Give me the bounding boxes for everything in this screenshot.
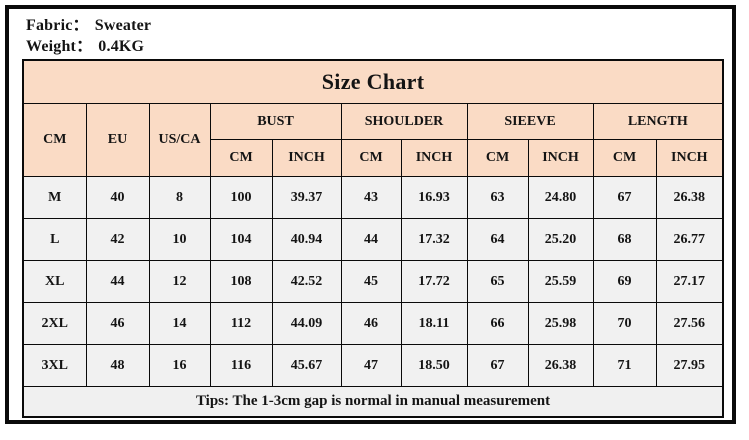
group-header-shoulder: SHOULDER xyxy=(340,103,468,140)
usca-cell: 10 xyxy=(148,218,211,261)
tips-row: Tips: The 1-3cm gap is normal in manual … xyxy=(22,386,724,418)
shoulder-cm-cell: 44 xyxy=(340,218,402,261)
length-inch-cell: 27.17 xyxy=(655,260,724,303)
size-cell: L xyxy=(22,218,87,261)
shoulder-inch-cell: 17.32 xyxy=(400,218,468,261)
table-subheader-row: CM INCH CM INCH CM INCH CM INCH xyxy=(23,139,724,177)
length-cm-cell: 70 xyxy=(592,302,657,345)
bust-inch-cell: 44.09 xyxy=(271,302,342,345)
eu-cell: 40 xyxy=(85,176,150,219)
subheader-shoulder-cm: CM xyxy=(340,139,402,177)
size-cell: M xyxy=(22,176,87,219)
eu-cell: 48 xyxy=(85,344,150,387)
fabric-line: Fabric： Sweater xyxy=(26,15,732,36)
column-header-eu: EU xyxy=(85,103,150,177)
sleeve-inch-cell: 26.38 xyxy=(527,344,594,387)
shoulder-cm-cell: 45 xyxy=(340,260,402,303)
group-header-sleeve: SIEEVE xyxy=(466,103,594,140)
size-chart-table: Size Chart CM EU US/CA BUST SHOULDER SIE… xyxy=(22,59,725,418)
fabric-value: Sweater xyxy=(94,17,152,34)
table-row-l: L 42 10 104 40.94 44 17.32 64 25.20 68 2… xyxy=(22,218,724,261)
bust-inch-cell: 39.37 xyxy=(271,176,342,219)
bust-inch-cell: 42.52 xyxy=(271,260,342,303)
sleeve-cm-cell: 64 xyxy=(466,218,529,261)
shoulder-inch-cell: 17.72 xyxy=(400,260,468,303)
eu-cell: 46 xyxy=(85,302,150,345)
shoulder-cm-cell: 47 xyxy=(340,344,402,387)
size-cell: 2XL xyxy=(22,302,87,345)
bust-cm-cell: 112 xyxy=(209,302,273,345)
shoulder-cm-cell: 43 xyxy=(340,176,402,219)
shoulder-inch-cell: 18.50 xyxy=(400,344,468,387)
weight-label: Weight： xyxy=(26,38,93,55)
sleeve-inch-cell: 25.59 xyxy=(527,260,594,303)
subheader-length-inch: INCH xyxy=(655,139,724,177)
bust-inch-cell: 45.67 xyxy=(271,344,342,387)
product-meta: Fabric： Sweater Weight： 0.4KG xyxy=(9,9,732,57)
table-row-m: M 40 8 100 39.37 43 16.93 63 24.80 67 26… xyxy=(22,176,724,219)
size-cell: 3XL xyxy=(22,344,87,387)
usca-cell: 14 xyxy=(148,302,211,345)
length-inch-cell: 26.38 xyxy=(655,176,724,219)
subheader-shoulder-inch: INCH xyxy=(400,139,468,177)
usca-cell: 12 xyxy=(148,260,211,303)
sleeve-inch-cell: 25.20 xyxy=(527,218,594,261)
column-header-usca: US/CA xyxy=(148,103,211,177)
bust-cm-cell: 104 xyxy=(209,218,273,261)
sleeve-inch-cell: 24.80 xyxy=(527,176,594,219)
usca-cell: 8 xyxy=(148,176,211,219)
bust-cm-cell: 108 xyxy=(209,260,273,303)
outer-frame: Fabric： Sweater Weight： 0.4KG Size Chart C… xyxy=(5,5,736,424)
length-inch-cell: 26.77 xyxy=(655,218,724,261)
length-cm-cell: 68 xyxy=(592,218,657,261)
eu-cell: 44 xyxy=(85,260,150,303)
table-title-row: Size Chart xyxy=(22,59,724,104)
table-title: Size Chart xyxy=(22,59,724,104)
subheader-bust-cm: CM xyxy=(209,139,273,177)
tips-text: Tips: The 1-3cm gap is normal in manual … xyxy=(22,386,724,418)
table-group-header-row: CM EU US/CA BUST SHOULDER SIEEVE LENGTH xyxy=(22,103,724,177)
group-header-bust: BUST xyxy=(209,103,342,140)
subheader-length-cm: CM xyxy=(592,139,657,177)
fabric-label: Fabric： xyxy=(26,17,89,34)
size-cell: XL xyxy=(22,260,87,303)
sleeve-cm-cell: 67 xyxy=(466,344,529,387)
sleeve-inch-cell: 25.98 xyxy=(527,302,594,345)
eu-cell: 42 xyxy=(85,218,150,261)
table-row-3xl: 3XL 48 16 116 45.67 47 18.50 67 26.38 71… xyxy=(22,344,724,387)
sleeve-cm-cell: 65 xyxy=(466,260,529,303)
table-row-xl: XL 44 12 108 42.52 45 17.72 65 25.59 69 … xyxy=(22,260,724,303)
length-inch-cell: 27.95 xyxy=(655,344,724,387)
shoulder-inch-cell: 18.11 xyxy=(400,302,468,345)
shoulder-cm-cell: 46 xyxy=(340,302,402,345)
subheader-bust-inch: INCH xyxy=(271,139,342,177)
length-cm-cell: 67 xyxy=(592,176,657,219)
sleeve-cm-cell: 63 xyxy=(466,176,529,219)
length-inch-cell: 27.56 xyxy=(655,302,724,345)
bust-cm-cell: 116 xyxy=(209,344,273,387)
weight-value: 0.4KG xyxy=(98,38,145,55)
group-header-length: LENGTH xyxy=(592,103,724,140)
length-cm-cell: 69 xyxy=(592,260,657,303)
subheader-sleeve-cm: CM xyxy=(466,139,529,177)
subheader-sleeve-inch: INCH xyxy=(527,139,594,177)
sleeve-cm-cell: 66 xyxy=(466,302,529,345)
table-row-2xl: 2XL 46 14 112 44.09 46 18.11 66 25.98 70… xyxy=(22,302,724,345)
shoulder-inch-cell: 16.93 xyxy=(400,176,468,219)
column-header-cm: CM xyxy=(22,103,87,177)
bust-inch-cell: 40.94 xyxy=(271,218,342,261)
weight-line: Weight： 0.4KG xyxy=(26,36,732,57)
length-cm-cell: 71 xyxy=(592,344,657,387)
usca-cell: 16 xyxy=(148,344,211,387)
bust-cm-cell: 100 xyxy=(209,176,273,219)
